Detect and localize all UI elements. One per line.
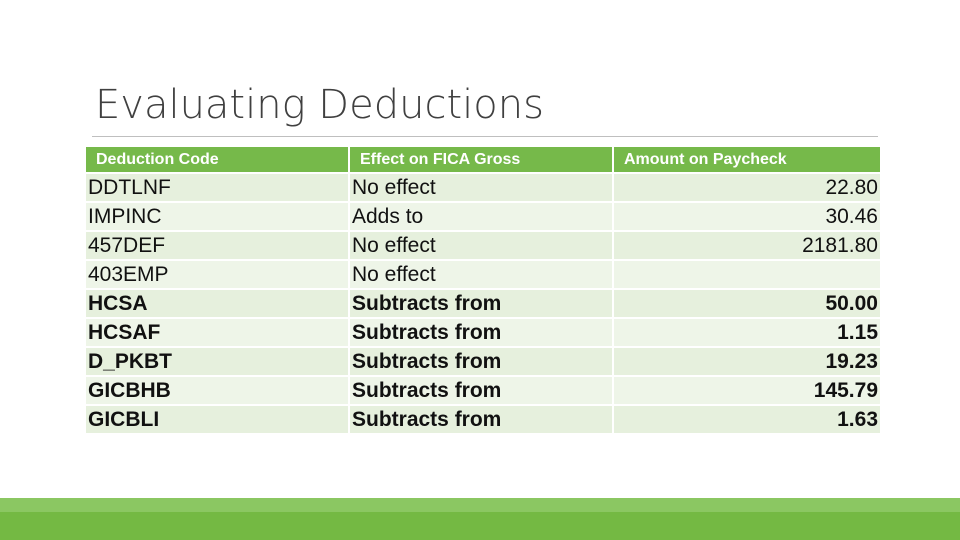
deduction-code-cell: D_PKBT [86,348,348,375]
amount-cell: 145.79 [614,377,880,404]
header-fica-effect: Effect on FICA Gross [350,147,612,172]
fica-effect-cell: Subtracts from [350,348,612,375]
fica-effect-cell: Subtracts from [350,290,612,317]
table-header-row: Deduction Code Effect on FICA Gross Amou… [86,147,880,172]
amount-cell: 50.00 [614,290,880,317]
amount-cell: 30.46 [614,203,880,230]
deduction-code-cell: 403EMP [86,261,348,288]
fica-effect-cell: Subtracts from [350,406,612,433]
amount-cell: 2181.80 [614,232,880,259]
amount-cell: 1.15 [614,319,880,346]
header-deduction-code: Deduction Code [86,147,348,172]
deduction-code-cell: HCSA [86,290,348,317]
fica-effect-cell: No effect [350,261,612,288]
table-row: IMPINC Adds to 30.46 [86,203,880,230]
header-amount: Amount on Paycheck [614,147,880,172]
table-row: D_PKBT Subtracts from 19.23 [86,348,880,375]
deduction-code-cell: GICBHB [86,377,348,404]
table-row: GICBLI Subtracts from 1.63 [86,406,880,433]
title-divider [92,136,878,137]
footer-accent-stripe [0,498,960,512]
amount-cell: 22.80 [614,174,880,201]
fica-effect-cell: No effect [350,174,612,201]
deduction-code-cell: HCSAF [86,319,348,346]
amount-cell [614,261,880,288]
deductions-table: Deduction Code Effect on FICA Gross Amou… [84,145,882,435]
fica-effect-cell: Adds to [350,203,612,230]
amount-cell: 1.63 [614,406,880,433]
amount-cell: 19.23 [614,348,880,375]
table-row: GICBHB Subtracts from 145.79 [86,377,880,404]
fica-effect-cell: Subtracts from [350,319,612,346]
deduction-code-cell: GICBLI [86,406,348,433]
table-row: HCSA Subtracts from 50.00 [86,290,880,317]
table-row: 403EMP No effect [86,261,880,288]
table-row: HCSAF Subtracts from 1.15 [86,319,880,346]
deduction-code-cell: 457DEF [86,232,348,259]
deduction-code-cell: DDTLNF [86,174,348,201]
slide-title: Evaluating Deductions [95,82,544,128]
table-row: 457DEF No effect 2181.80 [86,232,880,259]
table-row: DDTLNF No effect 22.80 [86,174,880,201]
fica-effect-cell: Subtracts from [350,377,612,404]
fica-effect-cell: No effect [350,232,612,259]
deduction-code-cell: IMPINC [86,203,348,230]
